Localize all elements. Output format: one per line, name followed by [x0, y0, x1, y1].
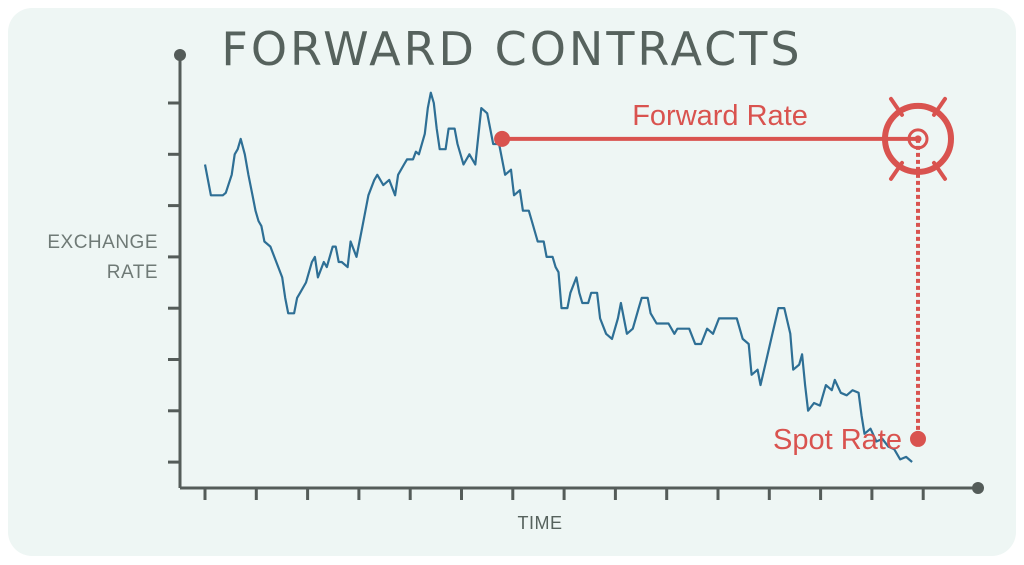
- x-axis-end-dot: [972, 482, 984, 494]
- target-crosshair: [932, 160, 947, 181]
- y-axis-label: EXCHANGE RATE: [47, 228, 158, 288]
- target-center: [914, 135, 922, 143]
- series-layer: [203, 91, 913, 463]
- spot-rate-label: Spot Rate: [773, 424, 902, 456]
- chart-card: [8, 8, 1016, 556]
- forward-rate-start-dot: [494, 130, 511, 147]
- target-crosshair: [889, 160, 904, 181]
- axes: [168, 49, 984, 500]
- y-axis-label-line-2: RATE: [106, 262, 158, 283]
- target-crosshair: [932, 96, 947, 117]
- forward-rate-label: Forward Rate: [632, 100, 808, 132]
- series-line-0: [203, 91, 913, 463]
- y-axis-label-line-1: EXCHANGE: [47, 232, 158, 253]
- spot-rate-dot: [910, 430, 926, 447]
- target-inner-ring: [907, 128, 929, 150]
- target-outer-ring: [882, 102, 954, 175]
- target-crosshair: [889, 96, 904, 117]
- target-icon: [882, 96, 954, 181]
- x-axis-label: TIME: [517, 513, 563, 533]
- annotation-layer: Forward Rate Spot Rate: [494, 96, 954, 456]
- y-axis-end-dot: [174, 49, 186, 61]
- chart-title: FORWARD CONTRACTS: [221, 22, 803, 76]
